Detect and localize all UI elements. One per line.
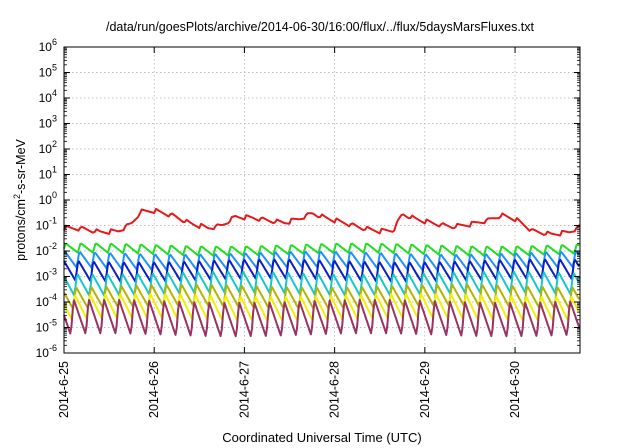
x-axis-ticks: 2014-6-25 2014-6-26 2014-6-27 2014-6-28 2014…: [57, 47, 522, 418]
series-line: [63, 242, 580, 257]
y-axis-label: protons/cm2-s-sr-MeV: [12, 139, 29, 261]
y-tick-label: 103: [39, 114, 57, 131]
y-tick-label: 10-3: [36, 267, 57, 284]
y-tick-label: 105: [39, 63, 57, 80]
y-tick-label: 10-4: [36, 292, 57, 309]
y-tick-label: 100: [39, 190, 57, 207]
y-tick-label: 10-2: [36, 241, 57, 258]
x-tick-label: 2014-6-25: [57, 361, 71, 418]
series-line: [63, 250, 580, 272]
x-tick-label: 2014-6-30: [508, 361, 522, 418]
x-axis-label: Coordinated Universal Time (UTC): [222, 430, 422, 445]
x-tick-label: 2014-6-28: [328, 361, 342, 418]
y-tick-label: 10-5: [36, 318, 57, 335]
y-tick-label: 10-1: [36, 216, 57, 233]
x-tick-label: 2014-6-26: [147, 361, 161, 418]
chart-title: /data/run/goesPlots/archive/2014-06-30/1…: [105, 20, 534, 34]
series-line: [63, 207, 581, 237]
x-tick-label: 2014-6-27: [237, 361, 251, 418]
y-tick-label: 101: [39, 165, 57, 182]
x-tick-label: 2014-6-29: [418, 361, 432, 418]
y-tick-label: 10-6: [36, 343, 57, 360]
series-lines: [63, 207, 581, 338]
series-line: [63, 258, 580, 283]
y-tick-label: 104: [39, 88, 57, 105]
series-line: [63, 298, 581, 338]
y-tick-label: 106: [39, 37, 57, 54]
y-axis-ticks: 106 105 104 103 102 101 100 10-1 10-2 10-3 10-4 10-…: [36, 37, 580, 360]
y-tick-label: 102: [39, 139, 57, 156]
